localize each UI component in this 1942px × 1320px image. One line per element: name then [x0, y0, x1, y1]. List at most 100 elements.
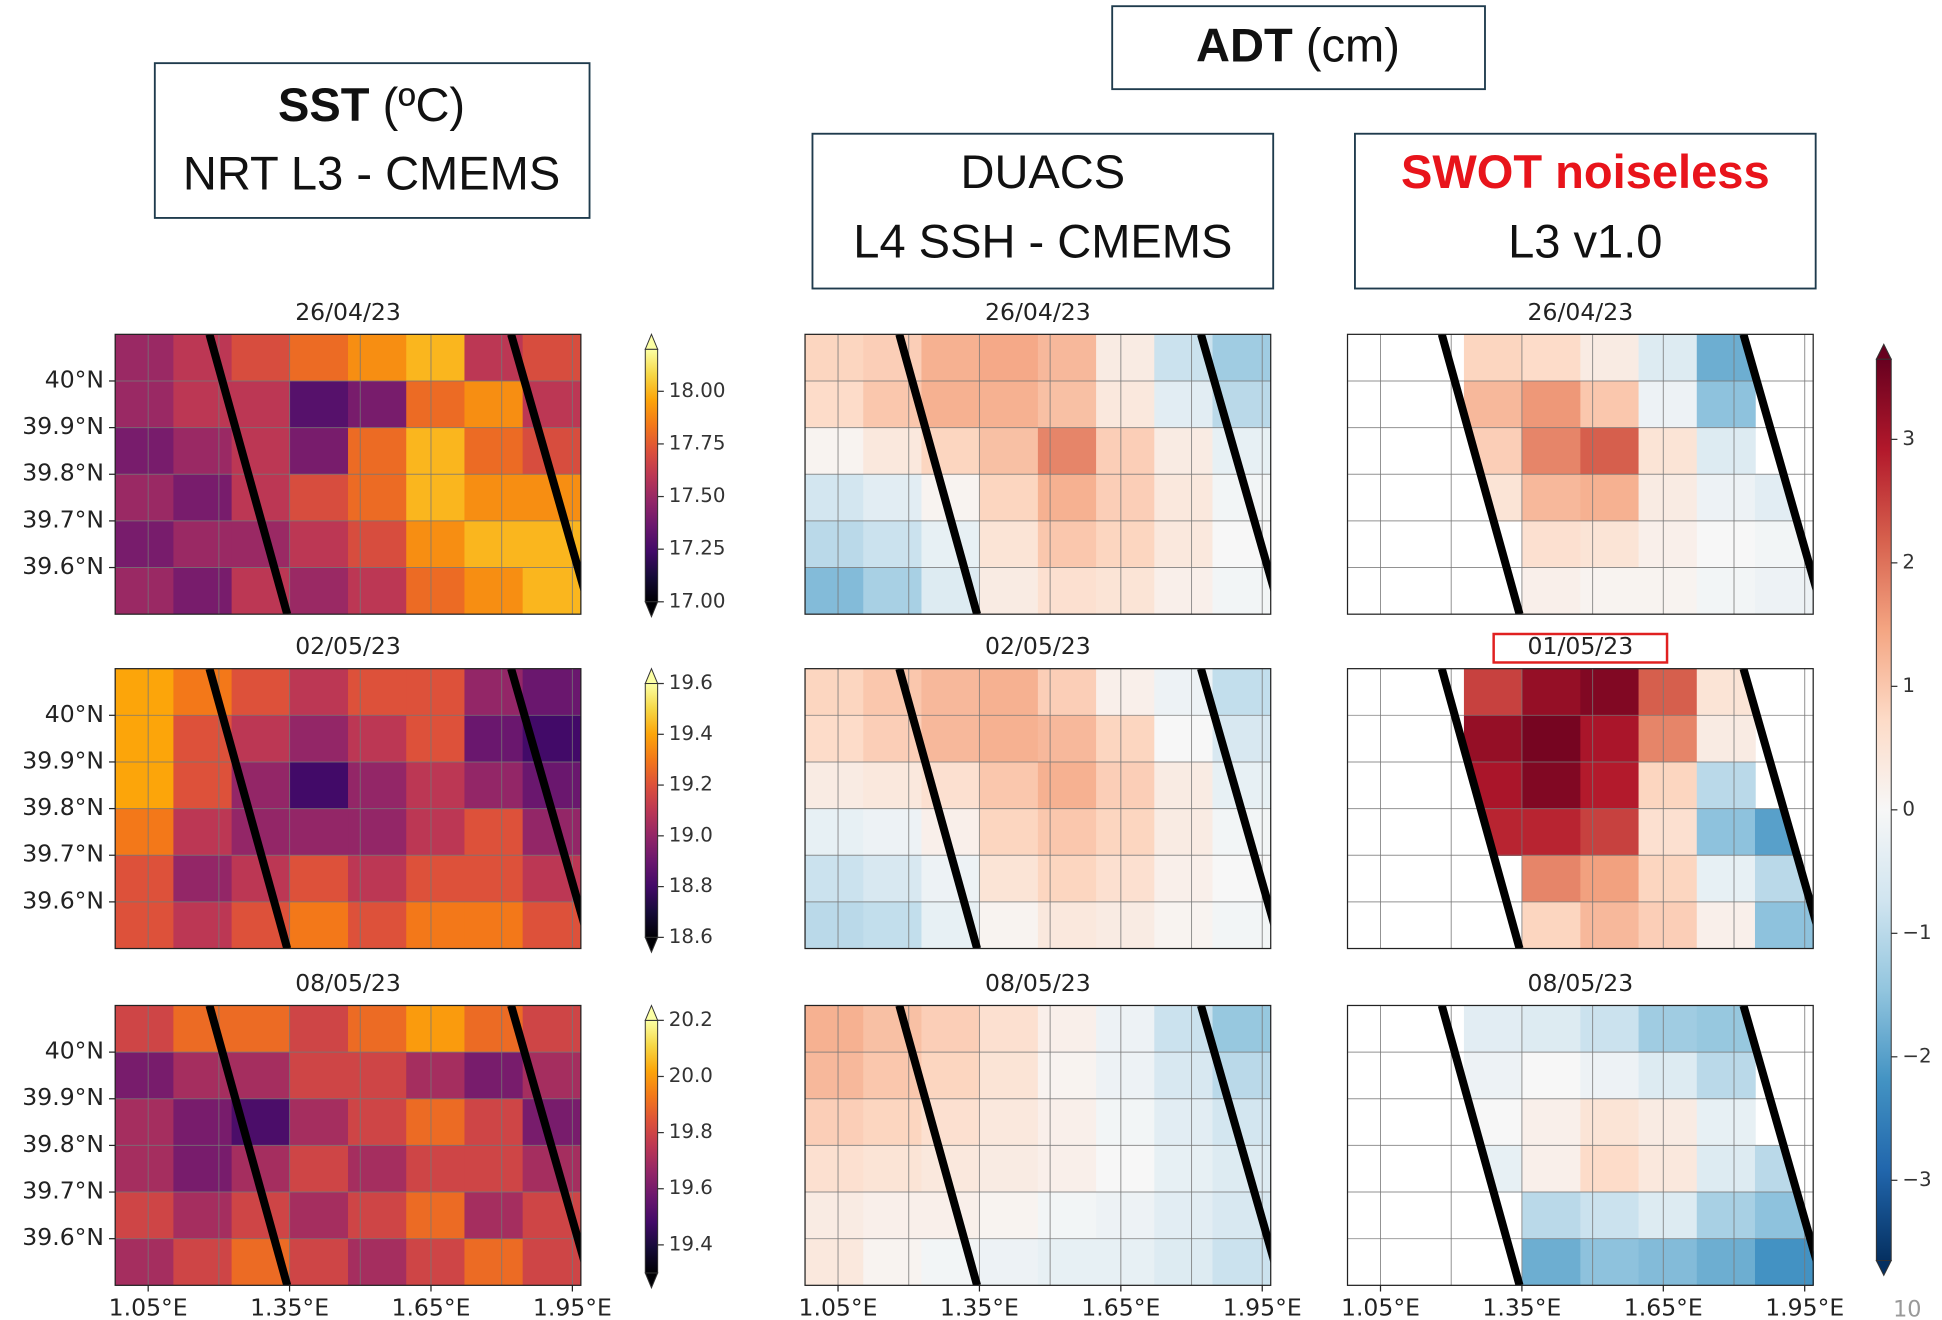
heatmap-cell: [289, 427, 349, 476]
heatmap-cell: [1696, 1052, 1756, 1100]
heatmap-cell: [173, 901, 233, 949]
heatmap-cell: [406, 474, 466, 522]
heatmap-cell: [1037, 1238, 1097, 1286]
heatmap-cell: [464, 567, 524, 615]
swath-edge: [1739, 334, 1814, 593]
colorbar-extend: [644, 667, 659, 685]
heatmap-cell: [1638, 715, 1698, 763]
heatmap-cell: [1580, 474, 1640, 522]
heatmap-cell: [406, 567, 466, 615]
heatmap-cell: [115, 1052, 175, 1100]
heatmap-cell: [1638, 1005, 1698, 1053]
swot-header-line1: SWOT noiseless: [1401, 145, 1770, 198]
colorbar-tick-label: 1: [1902, 674, 1915, 697]
heatmap-cell: [348, 520, 407, 569]
heatmap-cell: [805, 1192, 864, 1240]
y-tick-label: 39.8°N: [22, 459, 104, 487]
swath-edge: [1739, 1005, 1814, 1264]
heatmap-cell: [1696, 761, 1756, 810]
colorbar-tick-label: −2: [1902, 1044, 1931, 1067]
heatmap-cell: [115, 1238, 175, 1286]
heatmap-cell: [805, 567, 864, 615]
heatmap-cell: [289, 334, 349, 382]
heatmap-cell: [805, 1052, 864, 1100]
heatmap-cell: [1037, 855, 1097, 903]
heatmap-cell: [1154, 474, 1214, 522]
heatmap-cell: [348, 1005, 407, 1053]
y-tick-label: 39.6°N: [22, 1223, 104, 1251]
colorbar-extend: [644, 333, 659, 350]
heatmap-cell: [1037, 567, 1097, 615]
panel-title: 02/05/23: [295, 632, 401, 660]
adt-header-bold: ADT: [1196, 19, 1293, 72]
heatmap-cell: [1638, 1192, 1698, 1240]
heatmap-cell: [406, 334, 466, 382]
y-tick-label: 39.7°N: [22, 840, 104, 868]
heatmap-cell: [1154, 1098, 1214, 1147]
heatmap-cell: [1522, 668, 1582, 717]
heatmap-cell: [1522, 427, 1582, 476]
heatmap-cell: [406, 1238, 466, 1286]
heatmap-cell: [1580, 1052, 1640, 1100]
heatmap-cell: [1037, 1145, 1097, 1193]
heatmap-cell: [863, 474, 923, 522]
heatmap-cell: [406, 808, 466, 856]
colorbar-tick-label: 19.4: [669, 722, 713, 745]
heatmap-cell: [863, 1145, 923, 1193]
heatmap-cell: [1522, 855, 1582, 903]
heatmap-cell: [1696, 520, 1756, 569]
heatmap-cell: [173, 1192, 233, 1240]
heatmap-cell: [1212, 1238, 1271, 1286]
y-tick-label: 39.9°N: [22, 412, 104, 440]
heatmap-cell: [805, 1145, 864, 1193]
heatmap-cell: [522, 901, 581, 949]
colorbar-tick-label: 17.00: [669, 589, 726, 612]
heatmap-cell: [289, 808, 349, 856]
colorbar-tick-label: 17.50: [669, 484, 726, 507]
heatmap-cell: [289, 1238, 349, 1286]
y-tick-label: 40°N: [45, 365, 104, 393]
swath-edge: [1197, 334, 1271, 593]
swath-edge: [1437, 668, 1524, 949]
heatmap-cell: [1037, 380, 1097, 429]
sst-header: SST (ºC): [278, 78, 465, 131]
heatmap-cell: [1580, 1005, 1640, 1053]
heatmap-cell: [1696, 427, 1756, 476]
heatmap-cell: [921, 1052, 981, 1100]
heatmap: [1463, 1005, 1814, 1286]
swath-edge: [205, 668, 292, 949]
panel-overlay: [115, 334, 581, 615]
heatmap: [115, 668, 581, 949]
heatmap-cell: [1580, 1192, 1640, 1240]
swath-edge: [205, 334, 292, 615]
heatmap-cell: [979, 715, 1039, 763]
heatmap-cell: [1522, 474, 1582, 522]
panel-overlay: [805, 668, 1271, 949]
heatmap-cell: [1522, 1005, 1582, 1053]
heatmap-cell: [805, 427, 864, 476]
x-tick-label: 1.05°E: [1341, 1293, 1420, 1320]
y-tick-label: 39.6°N: [22, 552, 104, 580]
heatmap-cell: [805, 1098, 864, 1147]
heatmap-cell: [115, 1098, 175, 1147]
heatmap-cell: [1096, 808, 1156, 856]
heatmap-cell: [231, 334, 291, 382]
heatmap-cell: [348, 427, 407, 476]
heatmap-cell: [1580, 567, 1640, 615]
heatmap-cell: [1154, 761, 1214, 810]
swath-edge: [1739, 668, 1814, 927]
heatmap-cell: [979, 808, 1039, 856]
heatmap-cell: [1096, 427, 1156, 476]
duacs-header-line1: DUACS: [960, 145, 1125, 198]
heatmap-cell: [406, 1145, 466, 1193]
heatmap-cell: [406, 761, 466, 810]
heatmap-cell: [863, 1192, 923, 1240]
heatmap-cell: [464, 1145, 524, 1193]
heatmap-cell: [173, 855, 233, 903]
heatmap-cell: [1696, 715, 1756, 763]
heatmap-cell: [805, 715, 864, 763]
heatmap-cell: [1522, 715, 1582, 763]
heatmap-cell: [348, 855, 407, 903]
heatmap-cell: [1154, 520, 1214, 569]
heatmap-cell: [289, 1052, 349, 1100]
